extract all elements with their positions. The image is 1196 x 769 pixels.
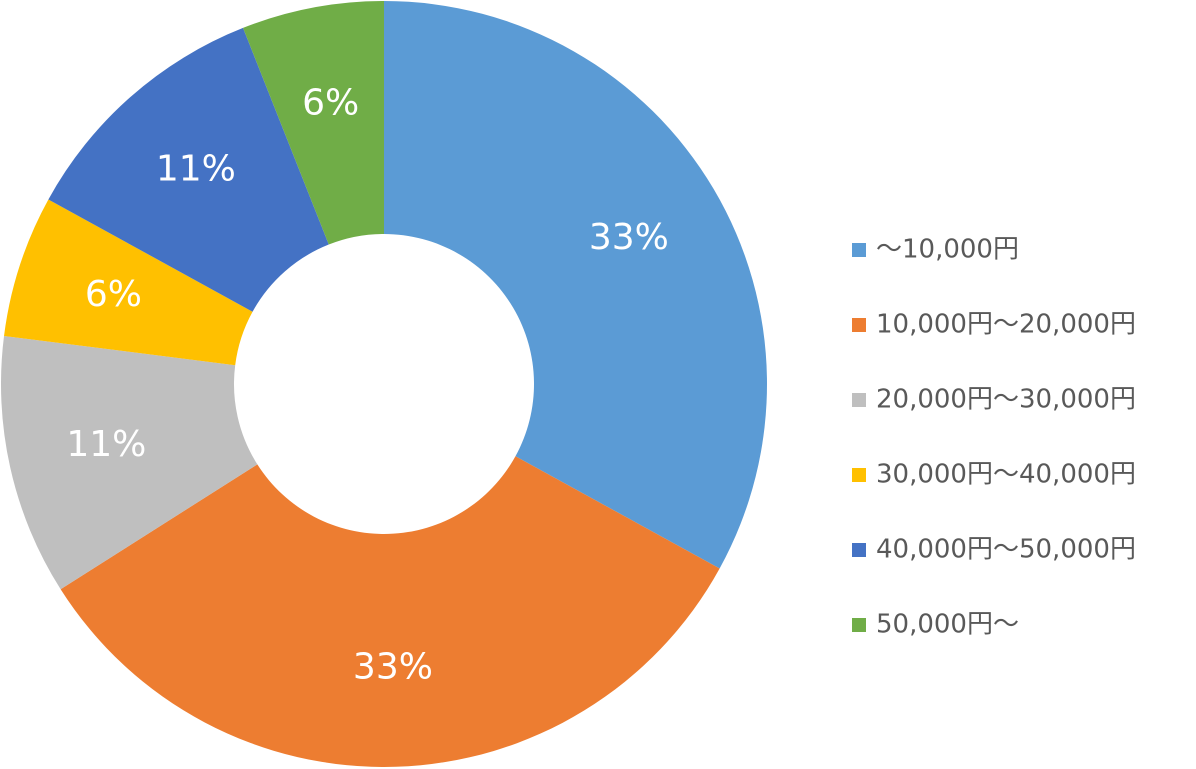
legend-swatch: [852, 543, 866, 557]
data-label: 11%: [66, 424, 146, 465]
legend-label: 40,000円～50,000円: [876, 535, 1136, 565]
legend-swatch: [852, 243, 866, 257]
legend-label: 30,000円～40,000円: [876, 460, 1136, 490]
legend-swatch: [852, 468, 866, 482]
slice: [48, 27, 329, 312]
slice: [384, 1, 768, 569]
slice: [60, 456, 720, 767]
data-label: 33%: [589, 217, 669, 258]
legend-label: 50,000円～: [876, 610, 1019, 640]
legend-label: 20,000円～30,000円: [876, 385, 1136, 415]
data-label: 33%: [353, 646, 433, 687]
legend-swatch: [852, 393, 866, 407]
legend-swatch: [852, 618, 866, 632]
data-label: 6%: [302, 83, 359, 124]
legend-label: ～10,000円: [876, 235, 1019, 265]
legend-swatch: [852, 318, 866, 332]
slice: [243, 1, 384, 245]
slice: [0, 335, 258, 590]
slice: [4, 199, 253, 366]
legend-label: 10,000円～20,000円: [876, 310, 1136, 340]
data-label: 11%: [156, 149, 236, 190]
data-label: 6%: [85, 274, 142, 315]
